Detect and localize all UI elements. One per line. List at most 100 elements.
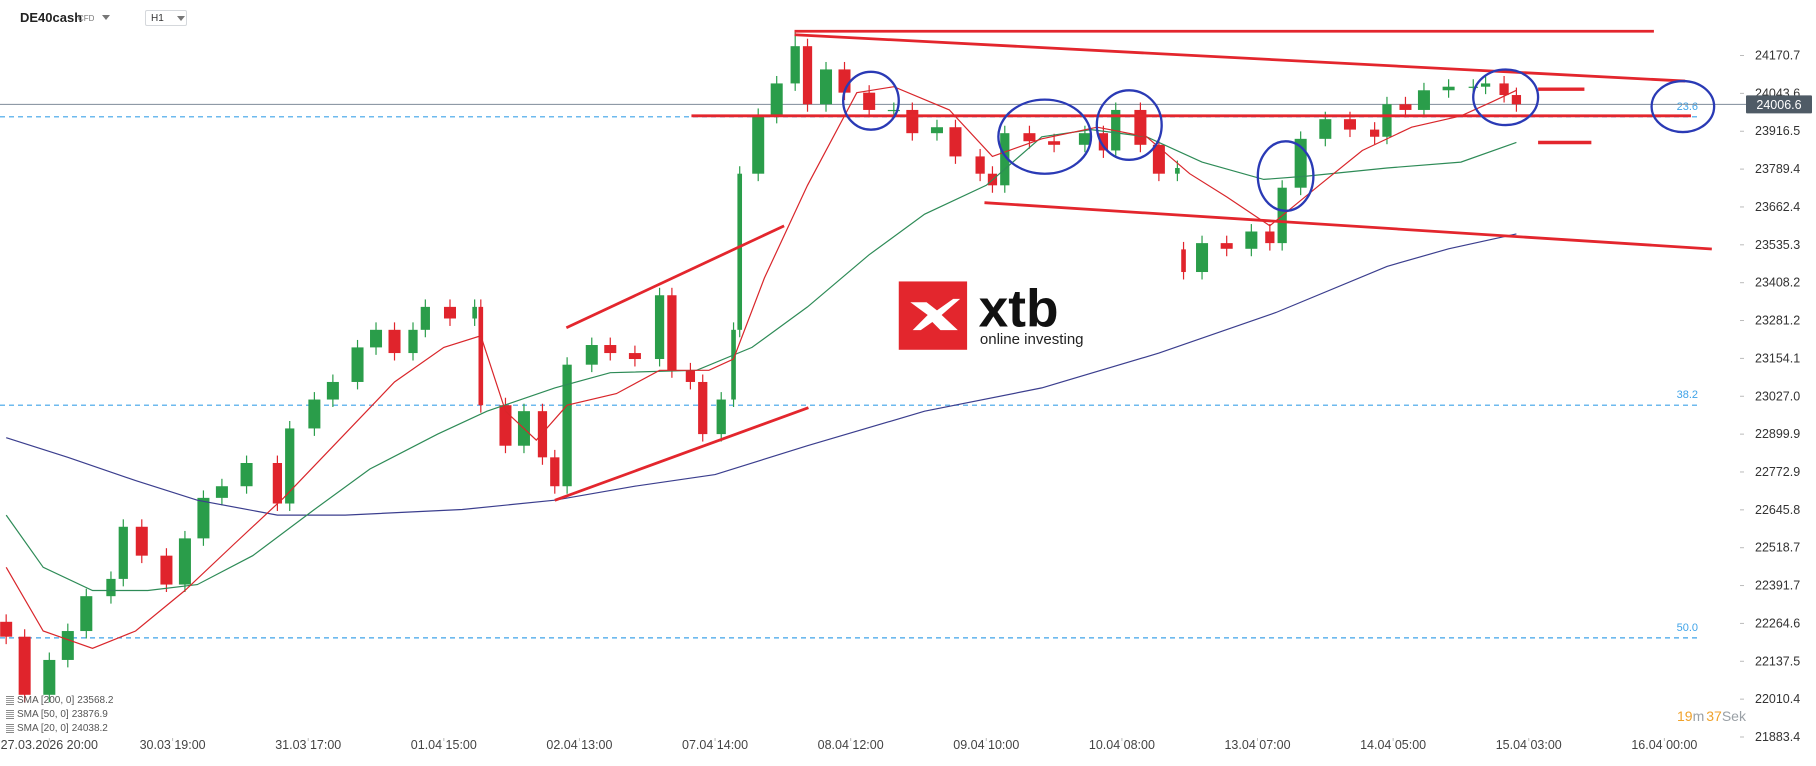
candle-body <box>1181 249 1186 273</box>
candle-body <box>1499 83 1509 96</box>
y-tick-label: 23916.5 <box>1755 124 1800 138</box>
candle-body <box>472 306 477 319</box>
candle-body <box>178 538 191 585</box>
x-tick-label: 27.03.2026 20:00 <box>1 738 98 752</box>
candle-body <box>370 329 383 348</box>
y-tick-label: 23789.4 <box>1755 162 1800 176</box>
candle-body <box>1023 133 1036 142</box>
candle-body <box>272 463 283 504</box>
trend-line <box>554 406 809 502</box>
candle-body <box>698 381 708 435</box>
countdown: 19m 37Sek <box>1677 708 1748 724</box>
y-tick-label: 22772.9 <box>1755 465 1800 479</box>
candle-body <box>43 659 56 695</box>
candle-body <box>604 345 617 354</box>
candle-body <box>685 370 696 382</box>
candle-body <box>930 127 943 134</box>
candle-body <box>1048 141 1061 145</box>
candle-body <box>1442 86 1455 91</box>
candle-body <box>1265 231 1275 244</box>
candle-body <box>408 329 418 354</box>
instrument-type: CFD <box>78 14 95 23</box>
candle-body <box>1000 133 1010 186</box>
candle-body <box>1098 133 1109 151</box>
candle-body <box>550 457 560 487</box>
dropdown-arrow[interactable] <box>177 16 185 21</box>
candle-body <box>752 115 765 174</box>
candle-body <box>585 345 598 365</box>
x-tick-label: 02.04 13:00 <box>546 738 612 752</box>
dropdown-arrow[interactable] <box>102 15 110 20</box>
y-tick-label: 21883.4 <box>1755 730 1800 744</box>
candle-body <box>308 399 321 429</box>
drawings: xtb online investing <box>554 29 1716 502</box>
y-tick-label: 23281.2 <box>1755 314 1800 328</box>
candle-body <box>1511 95 1522 105</box>
y-tick-label: 22645.8 <box>1755 503 1800 517</box>
candle-body <box>654 295 665 360</box>
candle-body <box>1319 119 1332 139</box>
sma-line <box>5 128 1517 592</box>
symbol[interactable]: DE40cash <box>20 10 83 25</box>
sma-line <box>5 86 1517 649</box>
countdown-unit: Sek <box>1721 708 1746 724</box>
candle-body <box>388 329 401 354</box>
x-tick-label: 07.04 14:00 <box>682 738 748 752</box>
x-tick-label: 09.04 10:00 <box>953 738 1019 752</box>
back-layer: 23.6 38.2 50.0 <box>0 101 1746 639</box>
x-tick-label: 30.03 19:00 <box>140 738 206 752</box>
legend-item: SMA [50, 0] 23876.9 <box>6 709 111 720</box>
candle-body <box>197 497 210 539</box>
y-tick-label: 23408.2 <box>1755 276 1800 290</box>
candle-body <box>106 578 116 597</box>
candle-body <box>887 109 900 112</box>
fib-level-label: 23.6 <box>1677 101 1698 113</box>
countdown-seconds: 37 <box>1706 708 1722 724</box>
candle-body <box>1417 90 1430 110</box>
candle-body <box>770 83 783 116</box>
x-tick-label: 14.04 05:00 <box>1360 738 1426 752</box>
candle-body <box>285 428 295 504</box>
candle-body <box>1468 86 1478 88</box>
legend-item: SMA [200, 0] 23568.2 <box>6 695 116 706</box>
sma-line <box>6 233 1517 516</box>
candle-body <box>863 92 876 110</box>
candles <box>0 31 1522 703</box>
candle-body <box>478 306 484 406</box>
candle-body <box>1196 243 1209 273</box>
x-tick-label: 10.04 08:00 <box>1089 738 1155 752</box>
logo-tagline: online investing <box>980 331 1084 348</box>
y-tick-label: 23027.0 <box>1755 389 1800 403</box>
moving-averages <box>5 86 1517 649</box>
candle-body <box>0 621 13 637</box>
axes: 24170.724043.623916.523789.423662.423535… <box>1 49 1812 752</box>
candle-body <box>1078 133 1091 145</box>
candle-body <box>628 353 641 360</box>
y-tick-label: 23154.1 <box>1755 351 1800 365</box>
y-tick-label: 23535.3 <box>1755 238 1800 252</box>
y-tick-label: 22518.7 <box>1755 541 1800 555</box>
candle-body <box>820 69 833 105</box>
candle-body <box>1399 104 1412 110</box>
candle-body <box>1480 83 1491 87</box>
timeframe-select[interactable]: H1 <box>145 10 187 26</box>
trend-line <box>984 201 1712 251</box>
highlight-circle <box>1095 89 1163 161</box>
x-tick-label: 13.04 07:00 <box>1224 738 1290 752</box>
legend-value: 23876.9 <box>71 709 108 720</box>
trend-line <box>794 33 1686 83</box>
candle-body <box>118 526 128 579</box>
legend-value: 23568.2 <box>77 695 114 706</box>
y-tick-label: 23662.4 <box>1755 200 1800 214</box>
highlight-circle <box>997 98 1093 175</box>
candle-body <box>1382 104 1392 137</box>
x-tick-label: 31.03 17:00 <box>275 738 341 752</box>
x-tick-label: 16.04 00:00 <box>1631 738 1697 752</box>
timeframe: H1 <box>151 13 164 24</box>
candle-body <box>537 411 548 458</box>
logo-text: xtb <box>979 280 1059 339</box>
candle-body <box>906 109 919 134</box>
last-price-label: 24006.6 <box>1756 98 1801 112</box>
y-tick-label: 22010.4 <box>1755 692 1800 706</box>
